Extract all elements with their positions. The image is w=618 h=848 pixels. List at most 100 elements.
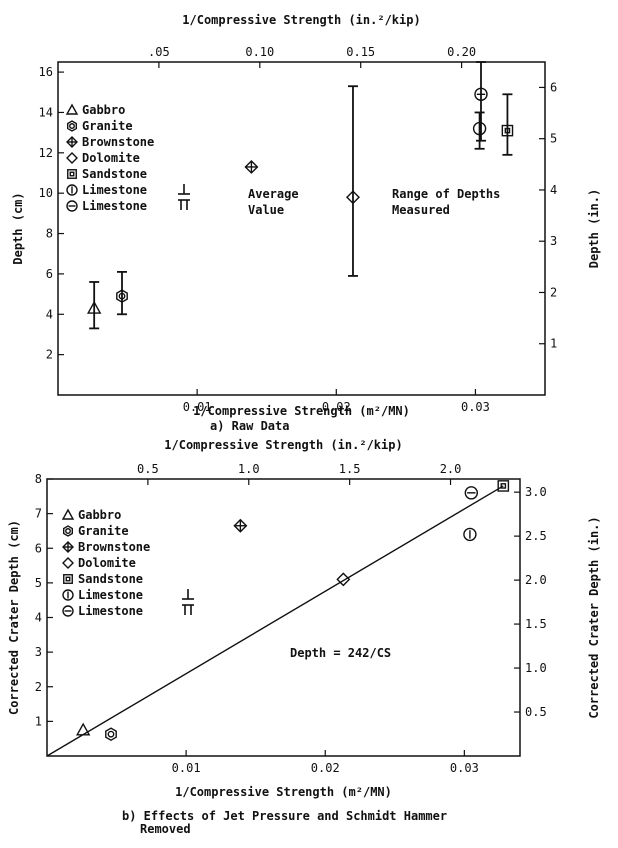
- legend-label: Limestone: [78, 604, 143, 618]
- legend-marker: [62, 557, 74, 569]
- x-tick-label: 0.02: [311, 761, 340, 775]
- legend-marker: [66, 200, 78, 212]
- annotation: Range of Depths: [392, 187, 500, 201]
- y-tick-label: 5: [35, 576, 42, 590]
- legend-marker: [67, 169, 77, 179]
- legend-label: Granite: [82, 119, 133, 133]
- legend-label: Limestone: [78, 588, 143, 602]
- y2-tick-label: 4: [550, 183, 557, 197]
- legend-label: Gabbro: [78, 508, 121, 522]
- legend-marker-inner: [65, 528, 71, 534]
- y-tick-label: 7: [35, 507, 42, 521]
- x2-axis-title: 1/Compressive Strength (in.²/kip): [182, 13, 420, 27]
- data-point-granite-shape: [116, 289, 128, 303]
- x-tick-label: 0.02: [322, 400, 351, 414]
- caption-b-line2: Removed: [140, 822, 191, 836]
- data-point-brownstone: [244, 159, 259, 174]
- y-axis-title: Corrected Crater Depth (cm): [7, 520, 21, 715]
- y-tick-label: 1: [35, 714, 42, 728]
- legend-marker-shape: [66, 152, 78, 164]
- legend-marker: [63, 574, 73, 584]
- y2-tick-label: 6: [550, 80, 557, 94]
- legend: Gabbro Granite Brownstone Dolomite Sandstone…: [65, 103, 190, 213]
- chart-corrected-depth: 0.01 0.02 0.03 0.5 1.0 1.5 2.0 1 2 3 4 5 6 7 8 0.5 1.0 1.…: [7, 438, 601, 799]
- data-point-sandstone-shape: [497, 480, 510, 492]
- legend-label: Dolomite: [78, 556, 136, 570]
- legend-marker-shape: [62, 589, 74, 601]
- data-point-gabbro: [75, 722, 91, 736]
- y2-tick-label: 2: [550, 285, 557, 299]
- data-point-limestone: [463, 527, 477, 542]
- data-point-dolomite: [345, 190, 360, 205]
- caption-b-line1: b) Effects of Jet Pressure and Schmidt H…: [122, 809, 447, 823]
- legend-marker-shape: [62, 605, 74, 617]
- legend-label: Sandstone: [78, 572, 143, 586]
- x-tick-label: 0.01: [172, 761, 201, 775]
- y2-axis-title: Depth (in.): [587, 189, 601, 268]
- data-point-sandstone-inner: [504, 127, 511, 134]
- legend-marker-inner: [69, 123, 75, 129]
- legend-label: Limestone: [82, 183, 147, 197]
- legend: Gabbro Granite Brownstone Dolomite Sandstone…: [61, 508, 194, 618]
- fit-label: Depth = 242/CS: [290, 646, 391, 660]
- legend-label: Brownstone: [82, 135, 154, 149]
- y2-tick-label: 1: [550, 337, 557, 351]
- y-tick-label: 6: [35, 541, 42, 555]
- legend-marker: [66, 152, 78, 164]
- data-point-limestone-shape: [463, 527, 477, 542]
- x2-tick-label: .05: [148, 45, 170, 59]
- x-tick-label: 0.01: [183, 400, 212, 414]
- legend-marker-shape: [66, 200, 78, 212]
- x-axis-title: 1/Compressive Strength (m²/MN): [193, 404, 410, 418]
- legend-marker: [62, 541, 74, 553]
- legend-label: Gabbro: [82, 103, 125, 117]
- legend-marker-shape: [63, 525, 74, 537]
- x2-axis-title: 1/Compressive Strength (in.²/kip): [164, 438, 402, 452]
- legend-marker-shape: [67, 169, 77, 179]
- data-point-limestone-shape: [474, 87, 488, 101]
- data-point-granite-inner: [107, 730, 115, 738]
- data-point-limestone: [464, 486, 479, 500]
- data-point-limestone-shape: [464, 486, 479, 500]
- data-point-gabbro-shape: [75, 722, 91, 736]
- legend-label: Limestone: [82, 199, 147, 213]
- data-point-sandstone-shape: [501, 124, 514, 137]
- y2-tick-label: 0.5: [525, 705, 547, 719]
- x-tick-label: 0.03: [450, 761, 479, 775]
- y2-tick-label: 3.0: [525, 485, 547, 499]
- y-tick-label: 2: [35, 680, 42, 694]
- legend-marker-inner: [69, 171, 75, 177]
- legend-marker: [66, 184, 78, 196]
- annotation: Average: [248, 187, 299, 201]
- legend-marker: [63, 525, 74, 537]
- y-tick-label: 3: [35, 645, 42, 659]
- data-point-dolomite: [336, 572, 351, 587]
- y-tick-label: 12: [39, 146, 53, 160]
- y-tick-label: 10: [39, 186, 53, 200]
- legend-marker-shape: [63, 574, 73, 584]
- data-point-granite: [105, 727, 117, 742]
- y-tick-label: 8: [35, 472, 42, 486]
- annotation: Measured: [392, 203, 450, 217]
- data-point-gabbro: [86, 300, 102, 314]
- legend-label: Granite: [78, 524, 129, 538]
- data-point-dolomite-shape: [336, 572, 351, 587]
- y2-tick-label: 2.0: [525, 573, 547, 587]
- x2-tick-label: 2.0: [440, 462, 462, 476]
- legend-label: Brownstone: [78, 540, 150, 554]
- x2-tick-label: 0.15: [346, 45, 375, 59]
- x2-tick-label: 0.10: [245, 45, 274, 59]
- data-point-limestone-shape: [472, 121, 487, 136]
- data-point-granite-inner: [118, 292, 126, 300]
- y-tick-label: 16: [39, 65, 53, 79]
- y2-tick-label: 5: [550, 132, 557, 146]
- data-point-sandstone: [501, 124, 514, 137]
- y-tick-label: 4: [46, 307, 53, 321]
- data-point-sandstone: [497, 480, 510, 492]
- legend-label: Dolomite: [82, 151, 140, 165]
- legend-marker-shape: [61, 508, 75, 520]
- annotation: Value: [248, 203, 284, 217]
- y2-tick-label: 1.0: [525, 661, 547, 675]
- x2-tick-label: 1.5: [339, 462, 361, 476]
- data-point-dolomite-shape: [345, 190, 360, 205]
